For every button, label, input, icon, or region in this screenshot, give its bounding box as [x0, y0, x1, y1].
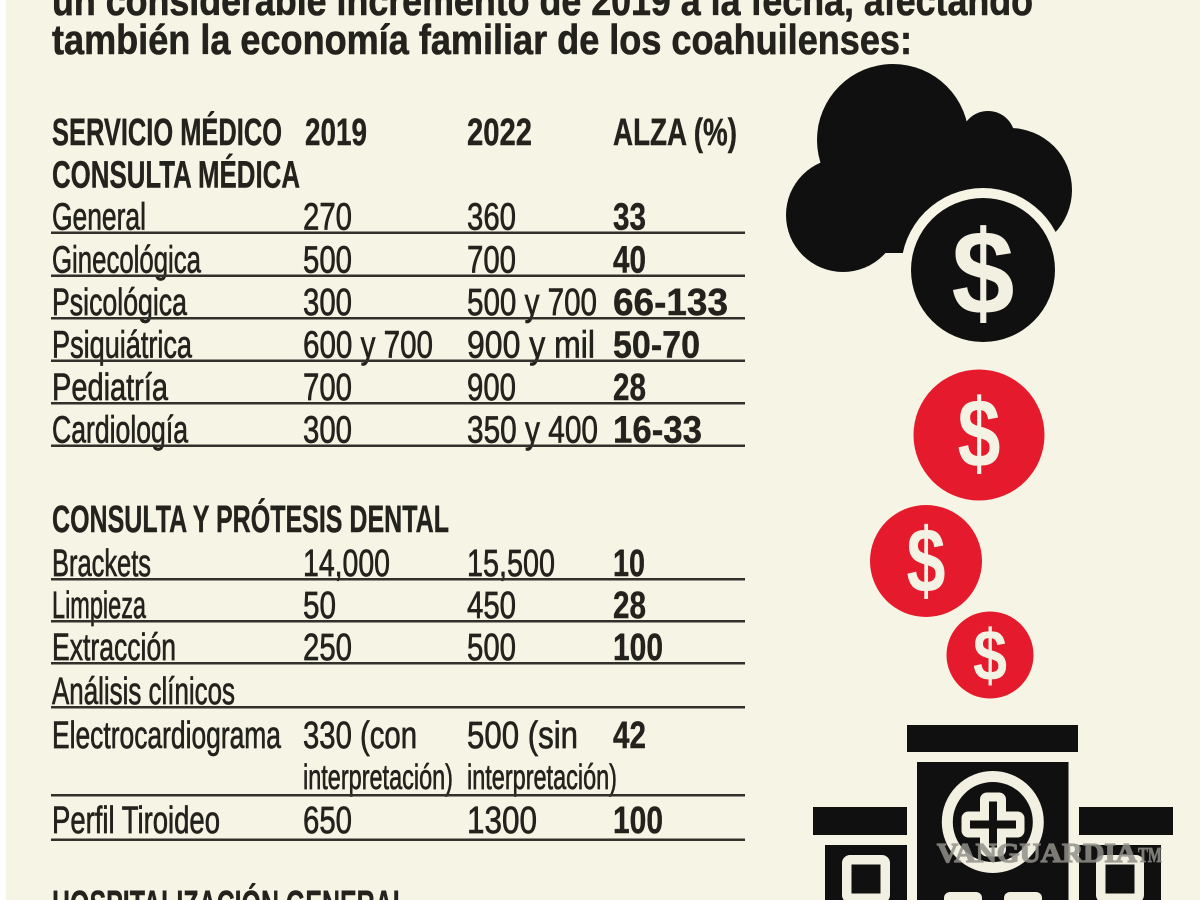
svg-text:2022: 2022 [467, 112, 532, 154]
svg-text:SERVICIO MÉDICO: SERVICIO MÉDICO [52, 110, 282, 154]
svg-text:500 (sin: 500 (sin [467, 715, 578, 757]
svg-text:interpretación): interpretación) [467, 758, 617, 797]
svg-text:TM: TM [1138, 843, 1162, 867]
svg-text:Perfil Tiroideo: Perfil Tiroideo [52, 800, 220, 842]
svg-text:330 (con: 330 (con [303, 715, 417, 757]
svg-text:42: 42 [613, 715, 646, 757]
svg-text:ALZA (%): ALZA (%) [613, 112, 737, 154]
svg-text:interpretación): interpretación) [303, 758, 453, 797]
svg-text:$: $ [952, 206, 1015, 340]
svg-text:también la economía familiar d: también la economía familiar de los coah… [52, 16, 912, 63]
svg-text:CONSULTA MÉDICA: CONSULTA MÉDICA [52, 153, 300, 197]
svg-text:un considerable incremento de: un considerable incremento de 2019 a la … [52, 0, 1033, 24]
svg-text:$: $ [958, 379, 1001, 488]
svg-text:650: 650 [303, 800, 352, 842]
svg-text:100: 100 [613, 800, 663, 842]
svg-text:$: $ [907, 510, 946, 612]
svg-text:1300: 1300 [467, 800, 537, 842]
svg-text:$: $ [973, 616, 1007, 696]
svg-text:CONSULTA Y PRÓTESIS DENTAL: CONSULTA Y PRÓTESIS DENTAL [52, 497, 449, 541]
svg-text:VANGUARDIA: VANGUARDIA [937, 838, 1138, 868]
svg-text:Electrocardiograma: Electrocardiograma [52, 715, 282, 757]
svg-text:HOSPITALIZACIÓN GENERAL: HOSPITALIZACIÓN GENERAL [52, 882, 408, 900]
svg-text:2019: 2019 [305, 112, 367, 154]
